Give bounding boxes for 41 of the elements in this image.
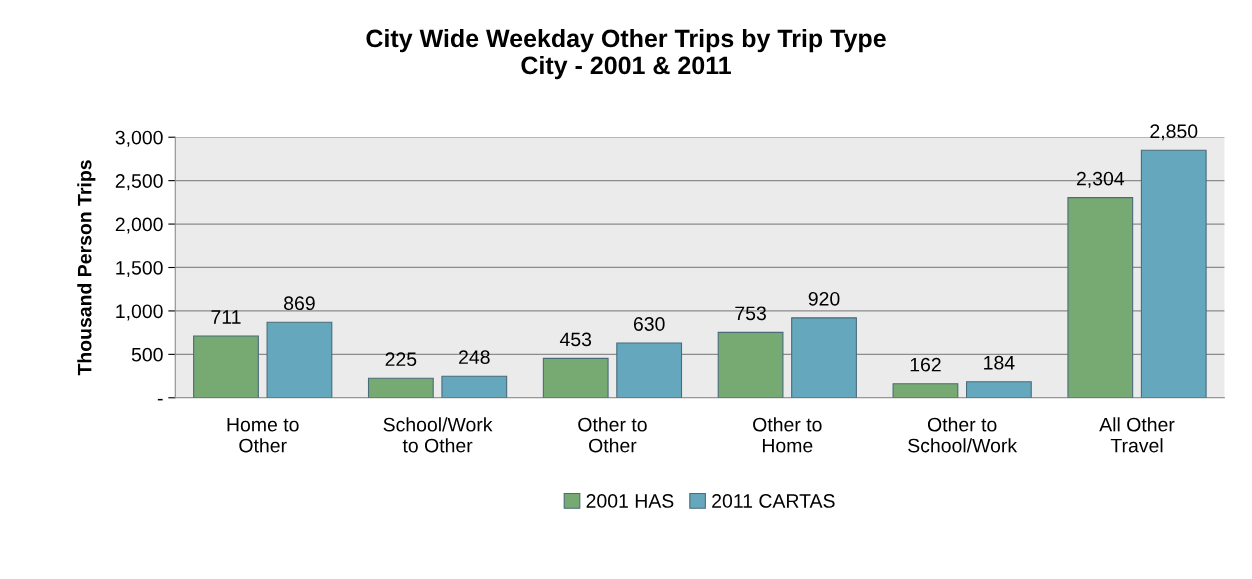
bar — [717, 331, 784, 398]
y-tick-label: 1,000 — [116, 304, 163, 321]
bar — [965, 381, 1032, 398]
data-label: 920 — [808, 291, 840, 306]
bar — [1140, 149, 1207, 398]
data-label: 248 — [459, 350, 490, 365]
x-tick-label: Other to School/Work — [908, 417, 1018, 453]
chart-title: City Wide Weekday Other Trips by Trip Type City - 2001 & 2011 — [366, 28, 886, 80]
x-tick-label: Other to Home — [753, 417, 822, 453]
data-label: 453 — [559, 332, 592, 347]
data-label: 711 — [211, 310, 241, 324]
y-tick-label: 2,000 — [115, 217, 163, 234]
y-axis-title: Thousand Person Trips — [77, 160, 96, 376]
bar — [367, 377, 434, 398]
data-label: 184 — [984, 355, 1015, 370]
data-label: 869 — [284, 296, 315, 311]
y-tick-label: 1,500 — [116, 260, 163, 278]
data-label: 630 — [633, 317, 665, 331]
bar — [542, 357, 609, 398]
y-tick-label: 2,500 — [115, 174, 163, 191]
x-tick-label: Other to Other — [578, 417, 647, 453]
data-label: 162 — [910, 357, 941, 372]
bar — [266, 321, 333, 398]
data-label: 225 — [385, 352, 417, 367]
bar — [791, 317, 857, 398]
y-tick-label: 500 — [131, 347, 163, 362]
bar — [441, 375, 508, 398]
y-tick-label: - — [157, 398, 163, 401]
legend-label: 2011 CARTAS — [712, 494, 835, 508]
legend-label: 2001 HAS — [586, 494, 674, 508]
data-label: 753 — [735, 306, 766, 321]
x-tick-label: All Other Travel — [1099, 417, 1175, 453]
x-tick-label: School/Work to Other — [383, 417, 493, 453]
bar — [616, 342, 683, 398]
data-label: 2,304 — [1076, 171, 1125, 188]
x-tick-label: Home to Other — [227, 417, 299, 453]
data-label: 2,850 — [1150, 124, 1198, 141]
y-tick-label: 3,000 — [115, 130, 163, 147]
bar — [1067, 197, 1134, 398]
bar — [193, 335, 259, 398]
bar — [892, 383, 959, 398]
